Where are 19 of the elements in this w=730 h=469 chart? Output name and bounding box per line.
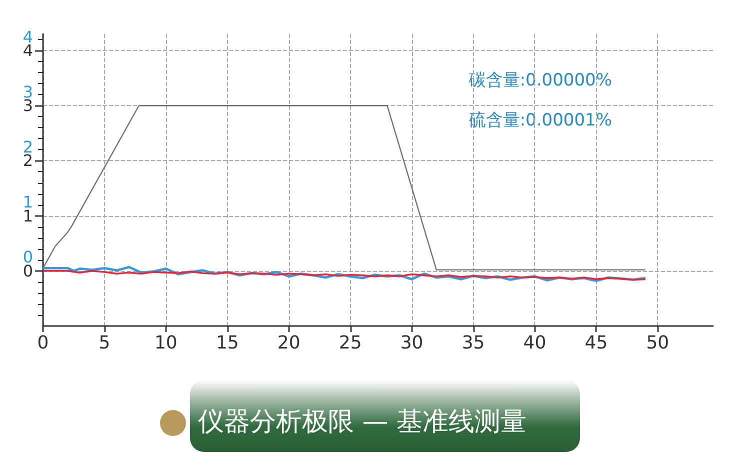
x-tick-label: 40	[523, 332, 546, 354]
line-series	[42, 270, 646, 281]
x-tick-label: 10	[154, 332, 178, 354]
line-series	[42, 105, 646, 270]
x-tick-label: 45	[584, 332, 608, 354]
x-tick-label: 0	[37, 332, 49, 354]
x-tick-label: 5	[98, 332, 110, 354]
x-tick-label: 30	[400, 332, 424, 354]
x-tick-label: 15	[216, 332, 239, 354]
x-tick-label: 20	[277, 332, 300, 354]
x-tick-label: 35	[462, 332, 485, 354]
line-series	[42, 266, 647, 282]
y-tick-label: 4	[22, 41, 33, 60]
text: 仪器分析极限 — 基准线测量	[198, 406, 527, 439]
y-tick-label: 1	[22, 206, 33, 226]
annotation: 硫含量:0.00001%	[468, 110, 612, 130]
x-tick-label: 50	[646, 332, 670, 354]
y-tick-label: 2	[22, 151, 33, 170]
x-tick-label: 25	[338, 332, 362, 354]
